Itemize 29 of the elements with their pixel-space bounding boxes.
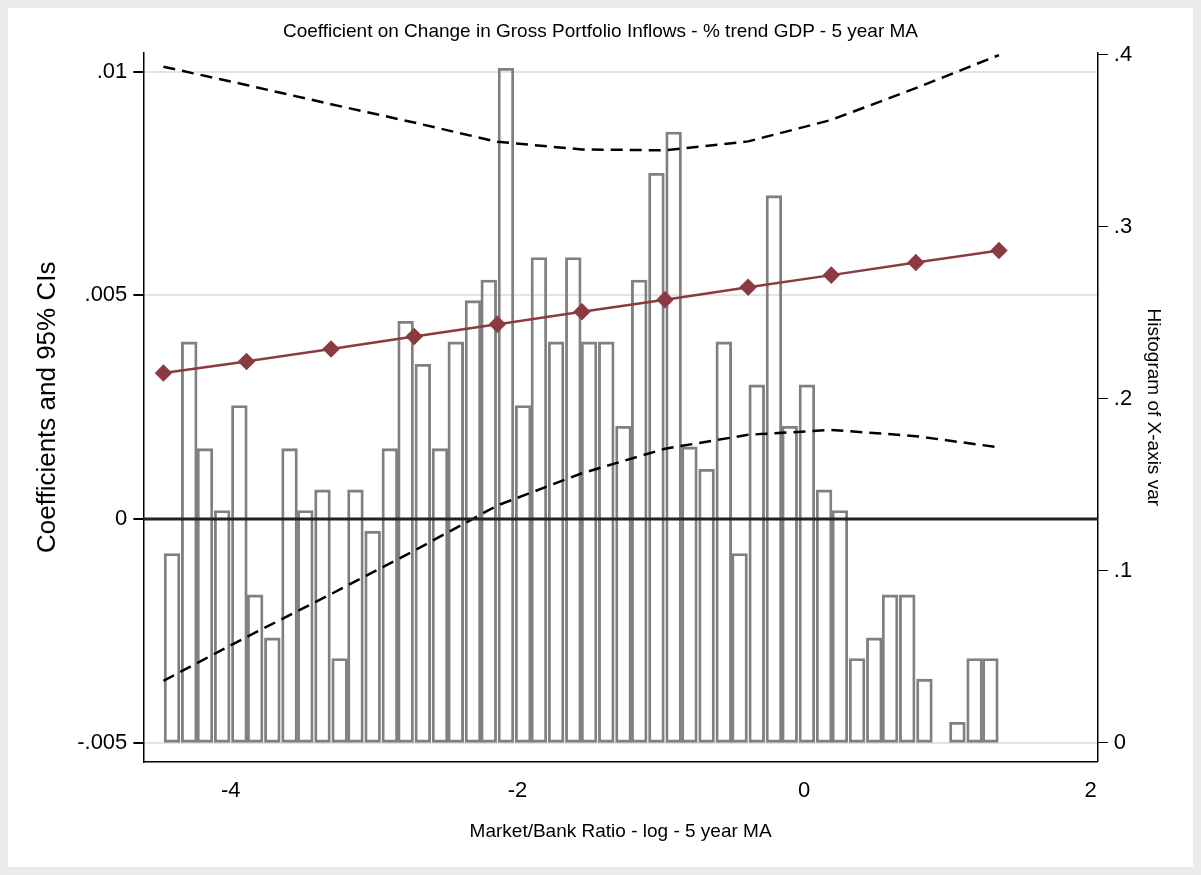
point (739, 278, 757, 296)
y2-tick-label: .2 (1113, 384, 1133, 410)
y-tick-label: 0 (115, 504, 128, 530)
y2-tick-label: .1 (1113, 556, 1133, 582)
point (238, 353, 255, 370)
point (489, 316, 506, 333)
point (405, 328, 423, 345)
point (907, 254, 925, 271)
x-tick-label: -4 (220, 777, 241, 803)
y-tick-label: .005 (84, 281, 128, 307)
y-tick-label: -.005 (77, 728, 128, 754)
y2-tick-label: .4 (1113, 40, 1133, 66)
point (573, 303, 591, 321)
y2-axis-title: Histogram of X-axis var (1144, 308, 1166, 507)
point (322, 340, 340, 358)
x-tick-label: 0 (797, 777, 811, 803)
point (656, 291, 674, 308)
point (823, 266, 840, 284)
y2-tick-label: .3 (1113, 212, 1133, 238)
y2-tick-label: 0 (1113, 728, 1127, 754)
x-tick-label: 2 (1084, 777, 1097, 803)
x-tick-label: -2 (507, 777, 528, 803)
y-axis-title: Coefficients and 95% CIs (30, 261, 61, 554)
point (155, 364, 172, 382)
line-series (162, 53, 1001, 152)
x-axis-title: Market/Bank Ratio - log - 5 year MA (469, 819, 772, 841)
y-tick-label: .01 (96, 57, 128, 83)
chart-title: Coefficient on Change in Gross Portfolio Inflows - % trend GDP - 5 year MA (282, 19, 919, 41)
point (990, 242, 1008, 259)
